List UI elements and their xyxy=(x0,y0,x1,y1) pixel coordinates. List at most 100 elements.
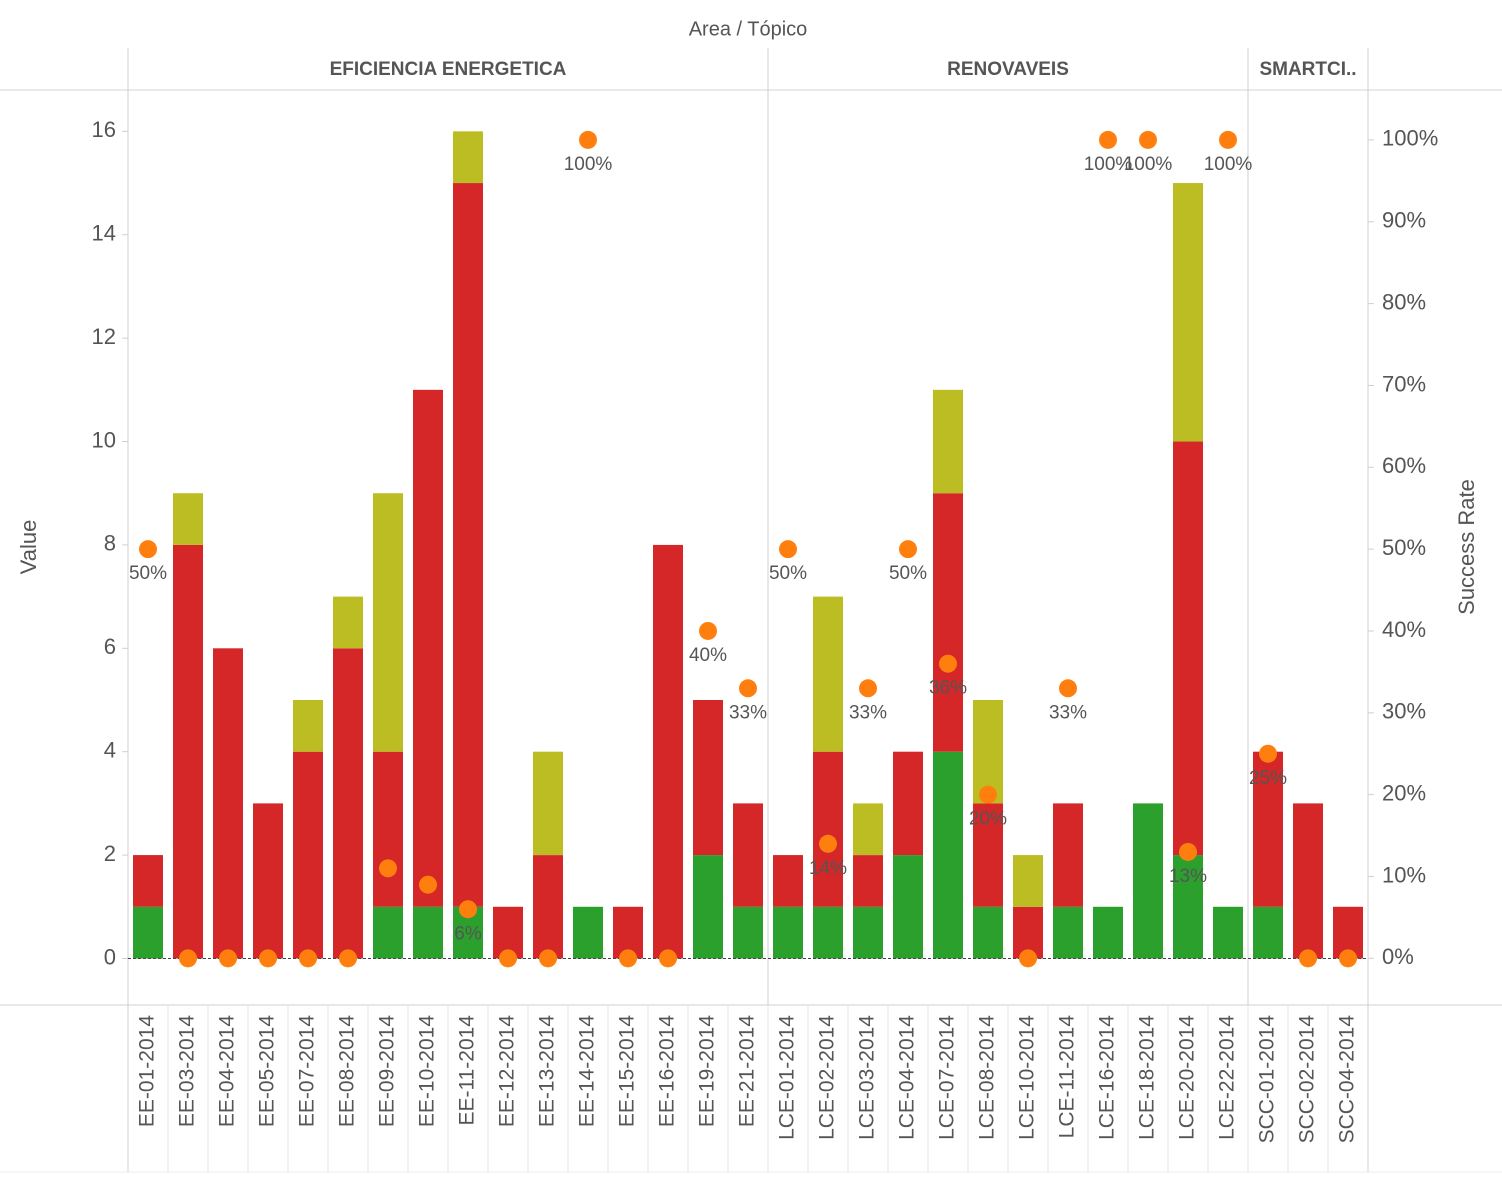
rate-label: 50% xyxy=(769,563,807,584)
bar-segment xyxy=(293,700,323,752)
bar-segment xyxy=(1173,441,1203,856)
rate-label: 100% xyxy=(1124,154,1173,175)
rate-label: 100% xyxy=(1084,154,1133,175)
x-tick-label: LCE-18-2014 xyxy=(1136,1015,1159,1140)
rate-dot xyxy=(539,949,557,968)
pane-header: SMARTCI.. xyxy=(1259,59,1356,80)
bar-segment xyxy=(653,544,683,959)
bar-segment xyxy=(1253,906,1283,959)
y2-tick-label: 40% xyxy=(1382,617,1426,642)
rate-dot xyxy=(1099,130,1117,149)
bar-segment xyxy=(1293,803,1323,959)
rate-label: 13% xyxy=(1169,866,1207,887)
bar-segment xyxy=(293,751,323,959)
x-tick-label: LCE-04-2014 xyxy=(896,1015,919,1140)
bar-segment xyxy=(453,183,483,907)
bar-segment xyxy=(1093,906,1123,959)
pane-header: RENOVAVEIS xyxy=(947,59,1069,80)
rate-dot xyxy=(219,949,237,968)
rate-label: 14% xyxy=(809,858,847,879)
rate-dot xyxy=(299,949,317,968)
rate-dot xyxy=(379,859,397,878)
y2-tick-label: 90% xyxy=(1382,208,1426,233)
bar-segment xyxy=(693,855,723,959)
x-tick-label: EE-13-2014 xyxy=(536,1015,559,1127)
rate-label: 40% xyxy=(689,645,727,666)
bar-segment xyxy=(1173,855,1203,959)
bar-segment xyxy=(973,906,1003,959)
bar-segment xyxy=(173,544,203,959)
x-tick-label: EE-08-2014 xyxy=(336,1015,359,1127)
y-tick-label: 2 xyxy=(104,841,116,866)
y2-tick-label: 60% xyxy=(1382,453,1426,478)
rate-label: 33% xyxy=(1049,702,1087,723)
y2-tick-label: 20% xyxy=(1382,780,1426,805)
x-tick-label: SCC-01-2014 xyxy=(1256,1015,1279,1144)
rate-dot xyxy=(739,679,757,698)
rate-label: 100% xyxy=(564,154,613,175)
rate-dot xyxy=(899,540,917,559)
rate-label: 33% xyxy=(849,702,887,723)
bar-segment xyxy=(413,906,443,959)
bar-segment xyxy=(373,751,403,907)
rate-dot xyxy=(419,875,437,894)
x-tick-label: EE-10-2014 xyxy=(416,1015,439,1127)
rate-label: 36% xyxy=(929,678,967,699)
rate-dot xyxy=(819,834,837,853)
x-tick-label: EE-19-2014 xyxy=(696,1015,719,1127)
bar-segment xyxy=(413,389,443,907)
rate-dot xyxy=(139,540,157,559)
bar-segment xyxy=(933,389,963,494)
bar-segment xyxy=(813,596,843,752)
y-tick-label: 8 xyxy=(104,531,116,556)
rate-label: 6% xyxy=(454,923,482,944)
bar-segment xyxy=(533,855,563,959)
bar-segment xyxy=(453,131,483,184)
rate-dot xyxy=(1139,130,1157,149)
y-tick-label: 4 xyxy=(104,738,116,763)
bar-segment xyxy=(373,906,403,959)
y2-tick-label: 80% xyxy=(1382,289,1426,314)
bar-segment xyxy=(933,493,963,752)
bar-segment xyxy=(933,751,963,959)
bar-segment xyxy=(693,700,723,856)
bar-segment xyxy=(373,493,403,752)
x-tick-label: EE-04-2014 xyxy=(216,1015,239,1127)
x-tick-label: LCE-03-2014 xyxy=(856,1015,879,1140)
rate-dot xyxy=(179,949,197,968)
rate-dot xyxy=(939,654,957,673)
y2-tick-label: 50% xyxy=(1382,535,1426,560)
x-tick-label: EE-07-2014 xyxy=(296,1015,319,1127)
rate-label: 33% xyxy=(729,702,767,723)
rate-dot xyxy=(659,949,677,968)
x-tick-label: SCC-04-2014 xyxy=(1336,1015,1359,1144)
x-tick-label: LCE-01-2014 xyxy=(776,1015,799,1140)
pane-header: EFICIENCIA ENERGETICA xyxy=(330,59,567,80)
y-tick-label: 0 xyxy=(104,944,116,969)
bar-segment xyxy=(893,751,923,856)
y-tick-label: 14 xyxy=(92,221,116,246)
x-tick-label: EE-21-2014 xyxy=(736,1015,759,1127)
header: Area / Tópico xyxy=(689,18,808,40)
bar-segment xyxy=(1253,751,1283,907)
rate-dot xyxy=(779,540,797,559)
x-tick-label: EE-12-2014 xyxy=(496,1015,519,1127)
bar-segment xyxy=(813,751,843,907)
x-tick-label: LCE-20-2014 xyxy=(1176,1015,1199,1140)
bar-segment xyxy=(1013,855,1043,907)
x-tick-label: EE-09-2014 xyxy=(376,1015,399,1127)
bar-segment xyxy=(253,803,283,959)
y2-tick-label: 10% xyxy=(1382,862,1426,887)
y2-tick-label: 0% xyxy=(1382,944,1414,969)
x-tick-label: LCE-16-2014 xyxy=(1096,1015,1119,1140)
x-tick-label: LCE-22-2014 xyxy=(1216,1015,1239,1140)
bar-segment xyxy=(533,751,563,856)
bar-segment xyxy=(773,906,803,959)
bar-segment xyxy=(853,855,883,907)
x-tick-label: EE-16-2014 xyxy=(656,1015,679,1127)
rate-dot xyxy=(1179,842,1197,861)
y-axis-title: Value xyxy=(16,520,41,575)
rate-dot xyxy=(1339,949,1357,968)
bar-segment xyxy=(733,906,763,959)
